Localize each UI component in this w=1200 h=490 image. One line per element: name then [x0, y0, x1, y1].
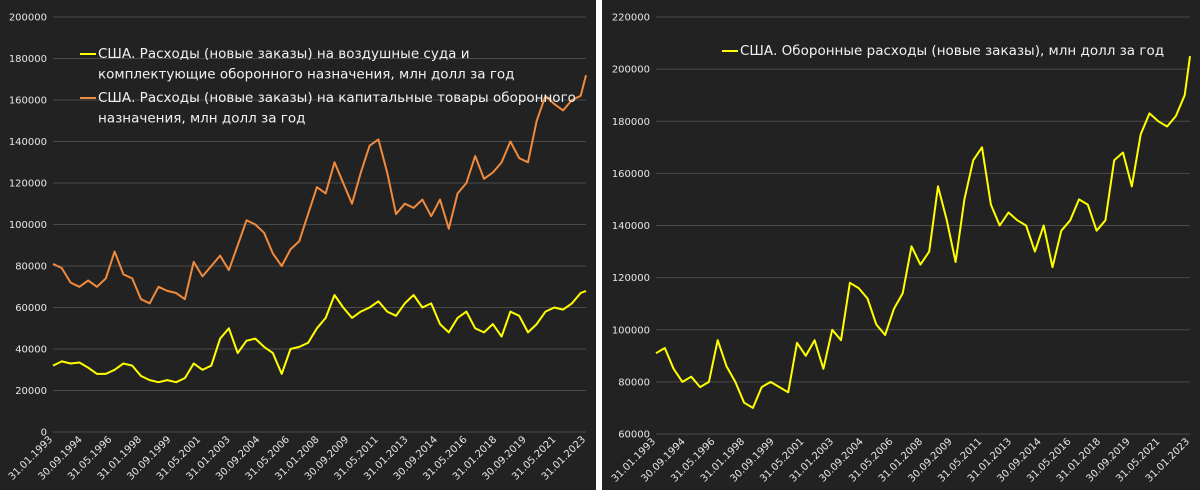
y-tick-label: 120000 — [612, 273, 650, 284]
y-tick-label: 100000 — [612, 325, 650, 336]
y-tick-label: 160000 — [612, 169, 650, 180]
legend-label: США. Оборонные расходы (новые заказы), м… — [740, 43, 1164, 59]
right-chart-panel: 60000 80000 100000 120000 140000 160000 180000… — [602, 0, 1200, 490]
y-tick-label: 20000 — [15, 386, 47, 397]
y-tick-label: 0 — [41, 428, 47, 439]
y-tick-label: 180000 — [9, 54, 47, 65]
y-tick-label: 200000 — [9, 13, 47, 24]
y-tick-label: 140000 — [9, 137, 47, 148]
y-tick-label: 80000 — [15, 262, 47, 273]
legend-label: назначения, млн долл за год — [98, 111, 305, 127]
right-chart: 60000 80000 100000 120000 140000 160000 180000… — [610, 13, 1192, 485]
legend-label: США. Расходы (новые заказы) на воздушные… — [98, 46, 470, 62]
y-tick-label: 60000 — [618, 430, 650, 441]
series-line — [52, 74, 587, 305]
legend-label: США. Расходы (новые заказы) на капитальн… — [98, 90, 576, 106]
y-tick-label: 40000 — [15, 345, 47, 356]
series-line — [52, 289, 587, 384]
y-tick-label: 180000 — [612, 117, 650, 128]
left-chart: 0 20000 40000 60000 80000 100000 120000 140000 1… — [7, 13, 588, 483]
y-tick-label: 60000 — [15, 303, 47, 314]
series-line — [655, 55, 1191, 409]
left-chart-panel: 0 20000 40000 60000 80000 100000 120000 140000 1… — [0, 0, 596, 490]
y-tick-label: 140000 — [612, 221, 650, 232]
y-tick-label: 160000 — [9, 96, 47, 107]
y-tick-label: 120000 — [9, 179, 47, 190]
y-tick-label: 200000 — [612, 65, 650, 76]
y-tick-label: 220000 — [612, 13, 650, 24]
legend-label: комплектующие оборонного назначения, млн… — [98, 67, 515, 83]
y-tick-label: 100000 — [9, 220, 47, 231]
y-tick-label: 80000 — [618, 377, 650, 388]
